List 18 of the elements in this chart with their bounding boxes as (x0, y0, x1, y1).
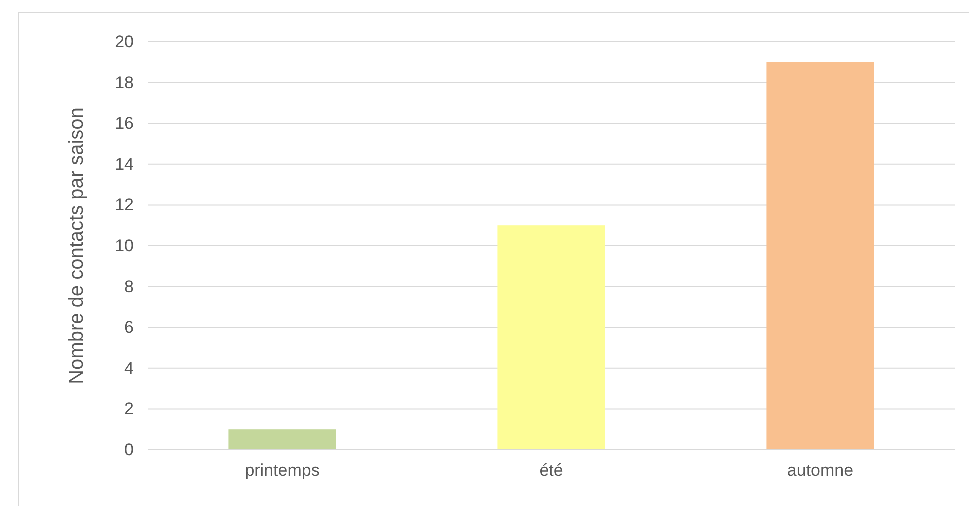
y-tick-label: 0 (124, 440, 134, 460)
y-tick-label: 16 (115, 114, 134, 134)
y-tick-label: 8 (124, 277, 134, 296)
y-tick-label: 20 (115, 32, 134, 52)
y-tick-label: 4 (124, 358, 134, 378)
y-tick-label: 18 (115, 73, 134, 92)
y-tick-label: 6 (124, 318, 134, 338)
y-tick-label: 10 (115, 236, 134, 256)
x-tick-label: automne (787, 461, 854, 480)
bar (766, 62, 874, 450)
bar (228, 430, 336, 450)
y-tick-label: 14 (115, 154, 134, 174)
x-tick-label: été (540, 461, 564, 480)
x-tick-label: printemps (245, 461, 320, 480)
y-tick-label: 2 (124, 400, 134, 419)
bar (498, 226, 606, 450)
y-tick-label: 12 (115, 196, 134, 215)
y-axis-title: Nombre de contacts par saison (66, 108, 88, 384)
